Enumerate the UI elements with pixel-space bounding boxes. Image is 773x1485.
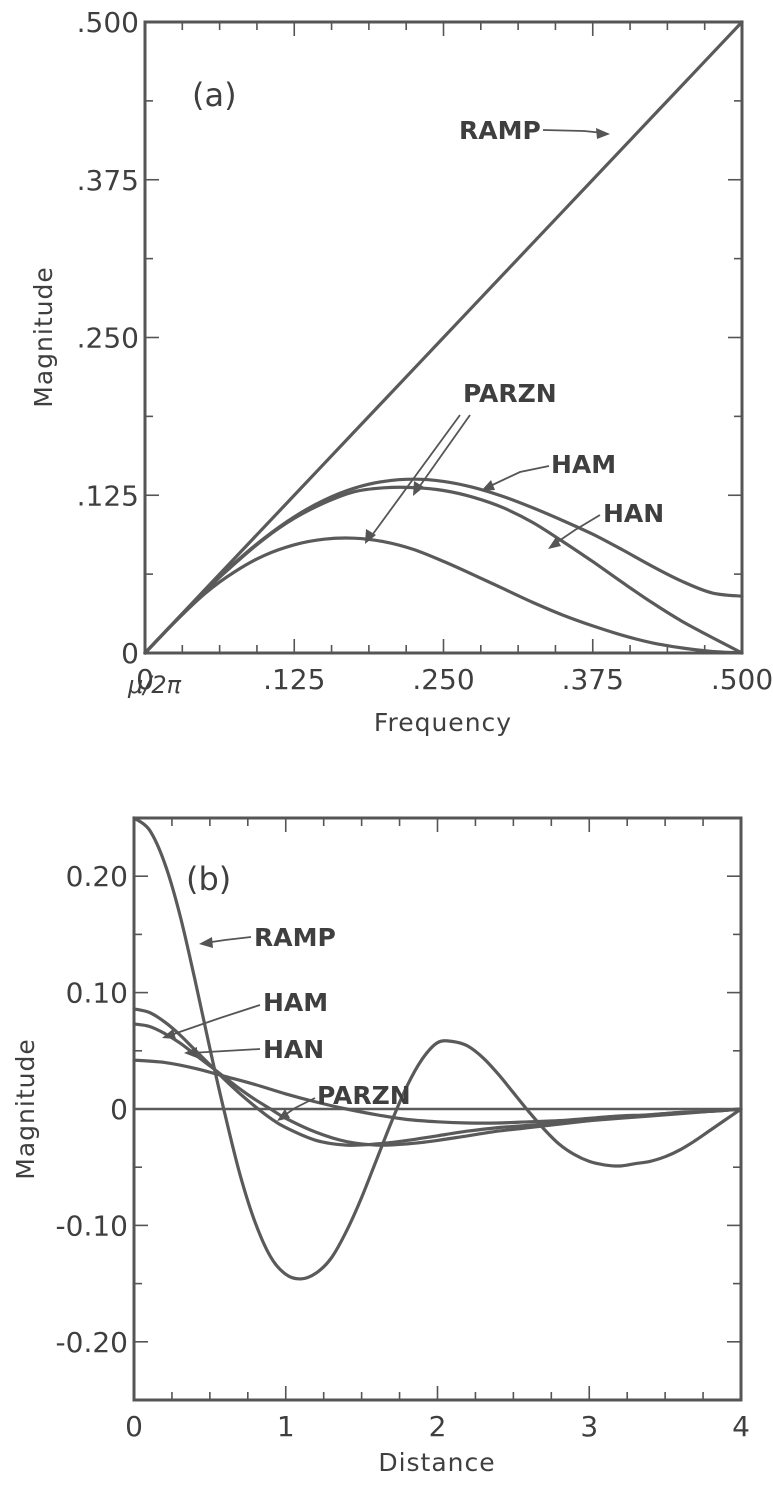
panel-a-tag: (a) [192,76,237,114]
x-tick-label: .125 [263,663,325,696]
panel-b-arrowhead-ramp [199,937,213,948]
panel-a-frame [143,20,744,655]
y-tick-label: 0 [121,637,139,670]
panel-a-label-ramp: RAMP [459,116,541,145]
x-tick-label: 2 [429,1410,447,1443]
panel-a-label-ham: HAM [551,450,616,479]
panel-a-label-han: HAN [603,499,664,528]
panel-a-x-origin-label: μ/2π [127,671,182,699]
panel-a-tick-labels: 0 .125 .250 .375 .500 0 .125 .250 .375 .500 [77,6,773,696]
curve-parzn [132,1058,743,1125]
curve-ramp [132,816,743,1281]
panel-a-leader-ham [485,465,550,489]
panel-a-label-parzn: PARZN [463,379,557,408]
y-tick-label: -0.20 [56,1326,128,1359]
panel-a-arrowhead-parzn-ham [413,481,424,496]
panel-b-arrowhead-han [184,1047,197,1058]
panel-a-leader-parzn [369,414,461,539]
panel-a-y-axis-label: Magnitude [29,266,58,407]
y-tick-label: .125 [77,479,139,512]
panel-a-arrowhead-ramp [596,128,610,139]
panel-b-tick-labels: 0 1 2 3 4 0.20 0.10 0 -0.10 -0.20 [56,860,750,1443]
panel-a-leader-han [552,514,601,546]
panel-b-filter-impulse-response: 0 1 2 3 4 0.20 0.10 0 -0.10 -0.20 (b) Distance Ma… [11,816,750,1477]
panel-a-x-axis-label: Frequency [374,708,512,737]
panel-b-tag: (b) [186,860,231,898]
x-tick-label: 1 [277,1410,295,1443]
panel-b-label-ham: HAM [263,988,328,1017]
y-tick-label: 0.20 [66,860,128,893]
y-tick-label: .250 [77,322,139,355]
x-tick-label: .375 [562,663,624,696]
x-tick-label: .500 [711,663,773,696]
panel-a-leader-ramp [542,129,605,134]
x-tick-label: 0 [125,1410,143,1443]
panel-b-y-axis-label: Magnitude [11,1038,40,1179]
curve-han [143,485,744,655]
panel-a-leader-parzn-ham [416,414,471,491]
panel-a-arrowhead-han [548,537,561,549]
curve-parzn [143,536,744,655]
panel-b-frame [132,816,743,1402]
x-tick-label: 3 [580,1410,598,1443]
y-tick-label: -0.10 [56,1209,128,1242]
panel-b-label-parzn: PARZN [317,1081,411,1110]
panel-a-curves [143,20,744,655]
y-tick-label: 0.10 [66,977,128,1010]
panel-a-arrowhead-parzn [365,529,376,544]
x-tick-label: 4 [732,1410,750,1443]
panel-b-label-han: HAN [263,1035,324,1064]
panel-b-arrowhead-parzn [277,1109,290,1121]
panel-b-label-ramp: RAMP [254,923,336,952]
panel-a-arrowhead-ham [481,480,495,491]
panel-b-leader-han [189,1048,261,1054]
y-tick-label: .375 [77,164,139,197]
x-tick-label: 0 [136,663,154,696]
x-tick-label: .250 [412,663,474,696]
y-tick-label: .500 [77,6,139,39]
curve-ramp [143,20,744,655]
panel-a-filter-frequency-response: 0 .125 .250 .375 .500 0 .125 .250 .375 .500 (a) F… [29,6,773,737]
panel-b-arrowhead-ham [162,1029,176,1039]
panel-b-x-axis-label: Distance [378,1448,495,1477]
y-tick-label: 0 [110,1093,128,1126]
panel-b-leader-ham [167,1004,261,1037]
